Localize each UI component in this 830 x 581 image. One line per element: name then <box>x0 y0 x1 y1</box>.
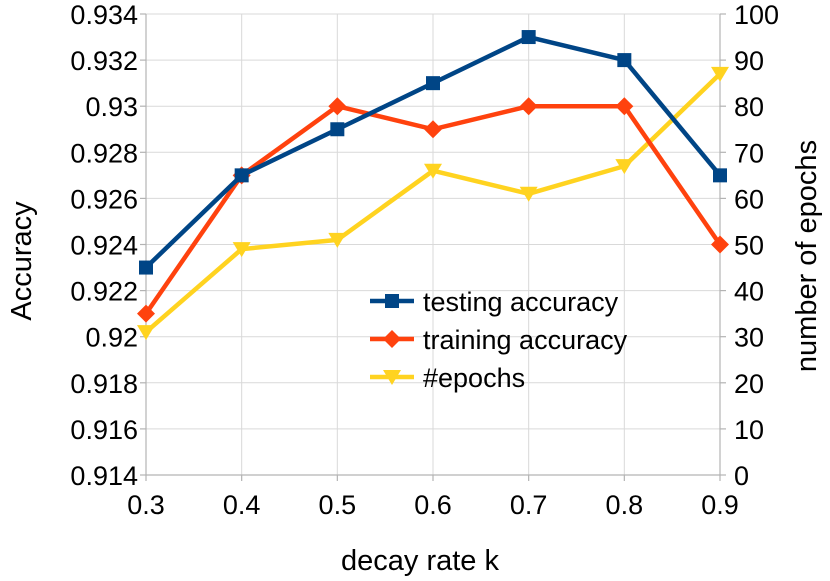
legend-item-training-accuracy: training accuracy <box>370 325 628 355</box>
y-tick-label: 0.93 <box>85 92 138 122</box>
series-testing-accuracy <box>139 30 727 275</box>
y2-axis-title: number of epochs <box>791 140 823 372</box>
legend-swatch-marker <box>383 330 401 348</box>
legend-item-epochs: #epochs <box>370 363 525 393</box>
data-point-training-accuracy <box>519 97 538 116</box>
y2-tick-label: 0 <box>734 461 749 491</box>
data-point-training-accuracy <box>424 120 442 139</box>
data-point-testing-accuracy <box>617 53 632 68</box>
y-axis-ticks: 0.914 0.916 0.918 0.92 0.922 0.924 0.926 0.928 0… <box>70 0 138 491</box>
legend-label: testing accuracy <box>423 287 619 317</box>
y2-tick-label: 10 <box>734 415 764 445</box>
y-tick-label: 0.914 <box>70 461 138 491</box>
data-point-epochs <box>711 66 729 82</box>
y2-tick-label: 40 <box>734 277 764 307</box>
x-tick-label: 0.5 <box>319 490 357 520</box>
data-point-training-accuracy <box>711 235 729 254</box>
data-point-epochs <box>519 186 538 202</box>
series <box>137 30 729 341</box>
y-tick-label: 0.92 <box>85 323 138 353</box>
y2-tick-label: 80 <box>734 92 764 122</box>
data-point-training-accuracy <box>328 97 347 116</box>
y-tick-label: 0.932 <box>70 46 138 76</box>
legend: testing accuracy training accuracy #epochs <box>370 287 628 393</box>
x-tick-label: 0.9 <box>701 490 739 520</box>
legend-swatch-marker <box>383 370 401 385</box>
x-tick-label: 0.8 <box>606 490 644 520</box>
y-tick-label: 0.922 <box>70 277 138 307</box>
legend-swatch-marker <box>385 294 399 308</box>
x-tick-label: 0.7 <box>510 490 548 520</box>
x-axis-title: decay rate k <box>341 545 499 577</box>
y-axis-title: Accuracy <box>6 201 38 321</box>
data-point-testing-accuracy <box>426 76 440 91</box>
y2-tick-label: 30 <box>734 323 764 353</box>
y2-tick-label: 20 <box>734 369 764 399</box>
data-point-epochs <box>137 325 155 341</box>
series-epochs <box>137 66 729 341</box>
x-tick-label: 0.3 <box>127 490 165 520</box>
x-tick-label: 0.6 <box>414 490 452 520</box>
legend-item-testing-accuracy: testing accuracy <box>370 287 619 317</box>
y-tick-label: 0.934 <box>70 0 138 30</box>
y2-tick-label: 100 <box>734 0 779 30</box>
y-tick-label: 0.916 <box>70 415 138 445</box>
legend-label: training accuracy <box>423 325 628 355</box>
data-point-testing-accuracy <box>139 260 153 275</box>
data-point-testing-accuracy <box>521 30 536 45</box>
y2-tick-label: 90 <box>734 46 764 76</box>
legend-label: #epochs <box>423 363 525 393</box>
data-point-testing-accuracy <box>713 168 727 183</box>
data-point-training-accuracy <box>615 97 634 116</box>
data-point-testing-accuracy <box>234 168 249 183</box>
y-tick-label: 0.928 <box>70 138 138 168</box>
data-point-training-accuracy <box>137 304 155 323</box>
y-tick-label: 0.918 <box>70 369 138 399</box>
data-point-epochs <box>328 232 347 248</box>
y2-tick-label: 60 <box>734 184 764 214</box>
y2-axis-ticks: 0 10 20 30 40 50 60 70 80 90 100 <box>734 0 779 491</box>
data-point-epochs <box>232 242 251 258</box>
data-point-testing-accuracy <box>330 122 345 137</box>
y-tick-label: 0.926 <box>70 184 138 214</box>
y-tick-label: 0.924 <box>70 231 138 261</box>
data-point-epochs <box>615 159 634 175</box>
data-point-epochs <box>424 163 442 179</box>
x-tick-label: 0.4 <box>223 490 261 520</box>
y2-tick-label: 70 <box>734 138 764 168</box>
y2-tick-label: 50 <box>734 231 764 261</box>
x-axis-ticks: 0.3 0.4 0.5 0.6 0.7 0.8 0.9 <box>127 490 739 520</box>
